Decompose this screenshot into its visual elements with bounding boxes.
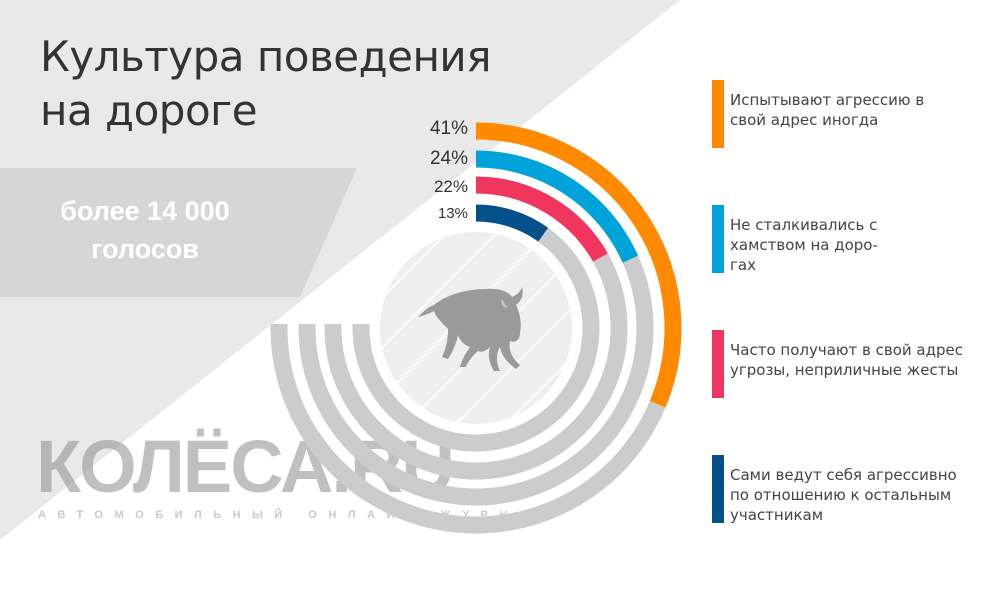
page-title: Культура поведения на дороге <box>40 32 492 135</box>
radial-bar-22 <box>475 176 608 262</box>
value-label-41: 41% <box>429 118 468 139</box>
legend-swatch <box>712 330 724 398</box>
bar-track <box>270 324 666 534</box>
bar-track <box>324 253 628 480</box>
bison-icon <box>418 287 523 371</box>
votes-count: более 14 000 голосов <box>60 196 230 264</box>
bar-track <box>298 255 654 506</box>
bar-track <box>352 227 600 452</box>
value-label-22: 22% <box>433 177 468 196</box>
legend-item-aggressive-self: Сами ведут себя агрессивно по отношению к… <box>712 455 982 524</box>
radial-bar-24 <box>475 150 639 263</box>
legend-label: Сами ведут себя агрессивно по отношению к… <box>730 466 957 524</box>
legend-item-threats: Часто получают в свой адрес угрозы, непри… <box>712 330 982 398</box>
legend-label: Часто получают в свой адрес угрозы, непри… <box>730 341 963 379</box>
radial-bar-41 <box>475 122 682 408</box>
legend-label: Испытывают агрессию в свой адрес иногда <box>730 91 925 129</box>
radial-bar-13 <box>475 204 549 242</box>
votes-band <box>0 168 357 297</box>
legend-swatch <box>712 80 724 148</box>
legend-item-no-rudeness: Не сталкивались с хамством на доро-гах <box>712 205 982 274</box>
value-label-13: 13% <box>437 205 468 222</box>
value-label-24: 24% <box>429 148 468 169</box>
legend-swatch <box>712 205 724 273</box>
legend-item-aggression-received: Испытывают агрессию в свой адрес иногда <box>712 80 982 148</box>
legend-swatch <box>712 455 724 523</box>
legend-label: Не сталкивались с хамством на доро-гах <box>730 216 878 274</box>
